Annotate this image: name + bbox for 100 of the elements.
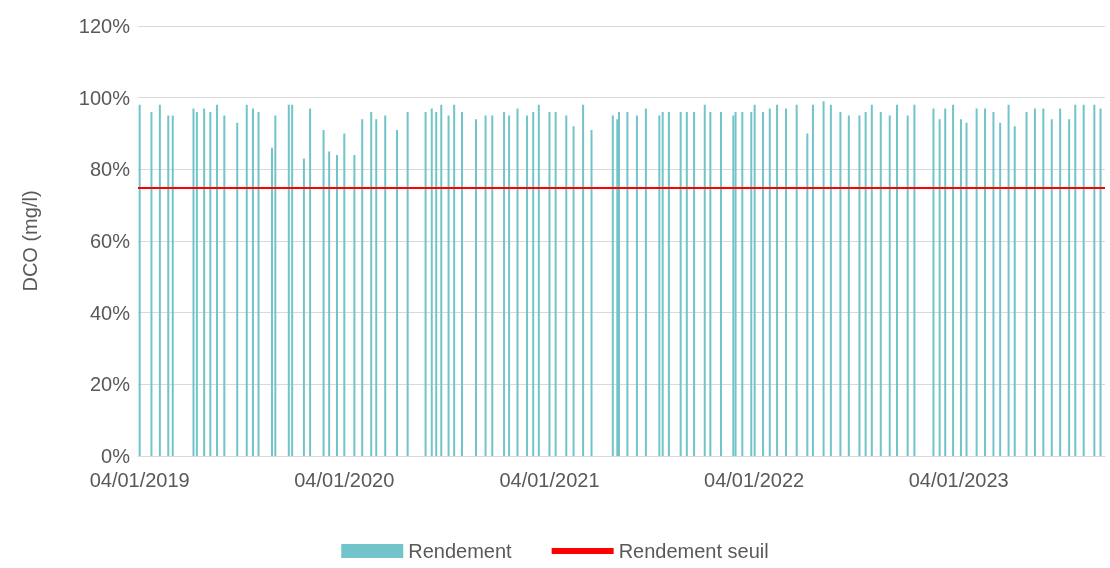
bar (1025, 112, 1028, 456)
bar (216, 104, 219, 456)
bar (1050, 119, 1053, 456)
y-tick-label: 60% (89, 230, 131, 252)
bar (975, 108, 978, 456)
bar (965, 122, 968, 456)
bar (245, 104, 248, 456)
bar (516, 108, 519, 456)
bar (870, 104, 873, 456)
x-tick-label: 04/01/2022 (704, 469, 805, 491)
bar (309, 108, 312, 456)
legend-label: Rendement seuil (618, 540, 769, 562)
bar (720, 112, 722, 456)
bar (753, 104, 756, 456)
bar (611, 115, 614, 456)
bar (1007, 104, 1010, 456)
bar (353, 155, 356, 456)
bar (811, 104, 814, 456)
bar (741, 112, 744, 456)
bar (251, 108, 254, 456)
x-tick-label: 04/01/2021 (499, 469, 600, 491)
bar (679, 112, 682, 456)
bar (395, 129, 398, 456)
bar (864, 112, 867, 456)
bar (343, 133, 346, 456)
y-tick-label: 40% (89, 301, 131, 324)
bar (461, 112, 464, 456)
bar (453, 104, 456, 456)
bar (138, 104, 141, 456)
bar (565, 115, 568, 456)
bar (291, 104, 294, 456)
bar (375, 119, 378, 456)
bar (430, 108, 433, 456)
bar (257, 112, 260, 456)
y-tick-label: 80% (89, 158, 131, 181)
legend-label: Rendement (408, 540, 513, 562)
x-tick-label: 04/01/2023 (908, 469, 1009, 491)
bar (475, 119, 478, 456)
bar (1099, 108, 1102, 456)
bar (822, 101, 825, 456)
bar (171, 115, 174, 456)
bar (785, 108, 788, 456)
bar (626, 112, 629, 456)
bar (703, 104, 706, 456)
bar (370, 112, 373, 456)
y-tick-label: 0% (101, 445, 131, 467)
bar (447, 115, 450, 456)
bar (195, 112, 198, 456)
bar (508, 115, 511, 456)
bar (888, 115, 891, 456)
bar (847, 115, 850, 456)
bar (1093, 104, 1096, 456)
bar (732, 115, 735, 456)
bar (167, 115, 170, 456)
bar (484, 115, 487, 456)
bar (526, 115, 529, 456)
bar (829, 104, 832, 456)
bar (209, 112, 212, 456)
bar (532, 112, 535, 456)
bar (661, 112, 664, 456)
bar (685, 112, 688, 456)
bar (590, 129, 593, 456)
bar (192, 108, 195, 456)
bar (384, 115, 387, 456)
bar (328, 151, 331, 456)
bar (158, 104, 161, 456)
bar (582, 104, 585, 456)
bar (938, 119, 941, 456)
y-tick-label: 20% (89, 373, 131, 396)
bar (644, 108, 647, 456)
bar (952, 104, 955, 456)
x-tick-label: 04/01/2020 (294, 469, 395, 491)
bar (839, 112, 842, 456)
bar (1082, 104, 1085, 456)
bar (617, 112, 620, 456)
bar (203, 108, 206, 456)
bar (635, 115, 638, 456)
x-tick-label: 04/01/2019 (89, 469, 190, 491)
bar (1033, 108, 1036, 456)
bar (999, 122, 1002, 456)
bar (503, 112, 506, 456)
bar (435, 112, 438, 456)
bar (879, 112, 882, 456)
bar (406, 112, 409, 456)
bar (944, 108, 947, 456)
bar (1013, 126, 1016, 456)
bar (709, 112, 712, 456)
bar (906, 115, 909, 456)
bar (1042, 108, 1045, 456)
bar (762, 112, 765, 456)
bar (776, 104, 779, 456)
bar (572, 126, 575, 456)
bar (274, 115, 277, 456)
bar (896, 104, 899, 456)
bar (548, 112, 551, 456)
bar (913, 104, 916, 456)
bar (424, 112, 427, 456)
bar (959, 119, 962, 456)
bar (795, 104, 798, 456)
bar (667, 112, 670, 456)
